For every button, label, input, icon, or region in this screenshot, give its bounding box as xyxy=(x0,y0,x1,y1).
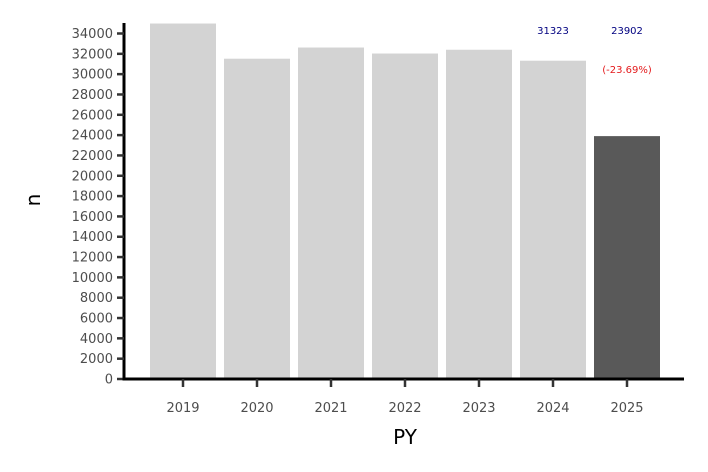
y-tick-label-34000: 34000 xyxy=(72,27,113,42)
y-tick-label-30000: 30000 xyxy=(72,68,113,83)
annotation-2025-0: 23902 xyxy=(611,26,643,37)
y-tick-label-2000: 2000 xyxy=(80,352,113,367)
y-tick-label-8000: 8000 xyxy=(80,291,113,306)
bar-2023 xyxy=(446,49,512,380)
y-tick-label-20000: 20000 xyxy=(72,169,113,184)
bar-2022 xyxy=(372,53,438,379)
y-tick-label-32000: 32000 xyxy=(72,47,113,62)
x-axis-title: PY xyxy=(393,425,418,449)
y-tick-label-14000: 14000 xyxy=(72,230,113,245)
bar-2025 xyxy=(594,136,660,379)
y-tick-label-4000: 4000 xyxy=(80,332,113,347)
y-tick-label-12000: 12000 xyxy=(72,251,113,266)
y-tick-label-28000: 28000 xyxy=(72,88,113,103)
x-tick-label-2024: 2024 xyxy=(536,401,569,416)
x-axis: 2019 2020 2021 2022 2023 2024 2025 xyxy=(122,377,684,416)
annotation-2025-1: (-23.69%) xyxy=(602,65,652,76)
bars-group xyxy=(150,23,660,380)
x-tick-label-2019: 2019 xyxy=(166,401,199,416)
y-axis: 0 2000 4000 6000 8000 10000 12000 14000 16000 180… xyxy=(72,23,126,388)
y-axis-title: n xyxy=(21,194,45,207)
bar-2019 xyxy=(150,23,216,379)
x-tick-label-2020: 2020 xyxy=(240,401,273,416)
y-tick-label-16000: 16000 xyxy=(72,210,113,225)
y-tick-label-26000: 26000 xyxy=(72,108,113,123)
x-tick-label-2023: 2023 xyxy=(462,401,495,416)
annotations-group: 31323 23902 (-23.69%) xyxy=(537,26,652,76)
y-tick-label-10000: 10000 xyxy=(72,271,113,286)
y-tick-label-24000: 24000 xyxy=(72,129,113,144)
y-tick-label-22000: 22000 xyxy=(72,149,113,164)
x-tick-label-2025: 2025 xyxy=(610,401,643,416)
bar-2020 xyxy=(224,58,290,380)
annotation-2024-0: 31323 xyxy=(537,26,569,37)
x-tick-label-2021: 2021 xyxy=(314,401,347,416)
y-tick-label-6000: 6000 xyxy=(80,312,113,327)
x-tick-label-2022: 2022 xyxy=(388,401,421,416)
y-tick-label-18000: 18000 xyxy=(72,190,113,205)
y-tick-label-0: 0 xyxy=(105,373,113,388)
bar-2024 xyxy=(520,60,586,380)
bar-2021 xyxy=(298,47,364,380)
